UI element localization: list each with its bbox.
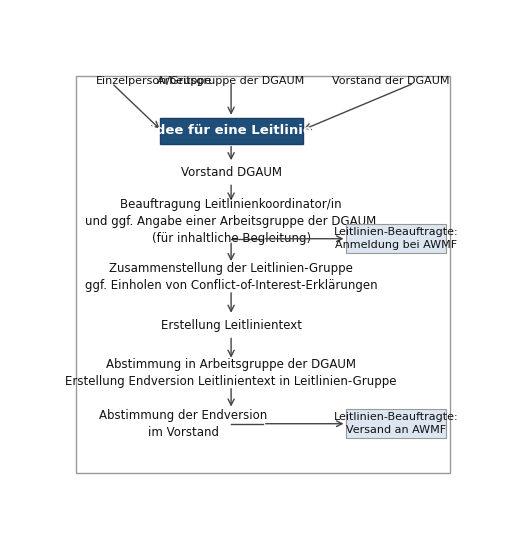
FancyBboxPatch shape: [346, 224, 446, 253]
Text: Vorstand der DGAUM: Vorstand der DGAUM: [332, 76, 450, 86]
Text: Leitlinien-Beauftragte:
Versand an AWMF: Leitlinien-Beauftragte: Versand an AWMF: [334, 412, 459, 435]
FancyBboxPatch shape: [160, 117, 303, 144]
Text: Abstimmung in Arbeitsgruppe der DGAUM
Erstellung Endversion Leitlinientext in Le: Abstimmung in Arbeitsgruppe der DGAUM Er…: [65, 358, 397, 388]
Text: Beauftragung Leitlinienkoordinator/in
und ggf. Angabe einer Arbeitsgruppe der DG: Beauftragung Leitlinienkoordinator/in un…: [86, 198, 377, 245]
Text: Leitlinien-Beauftragte:
Anmeldung bei AWMF: Leitlinien-Beauftragte: Anmeldung bei AW…: [334, 227, 459, 250]
Text: Einzelperson/Gruppe: Einzelperson/Gruppe: [96, 76, 212, 86]
Text: Arbeitsgruppe der DGAUM: Arbeitsgruppe der DGAUM: [157, 76, 305, 86]
Text: Idee für eine Leitlinie: Idee für eine Leitlinie: [151, 124, 311, 137]
Text: Vorstand DGAUM: Vorstand DGAUM: [181, 166, 282, 179]
FancyBboxPatch shape: [346, 410, 446, 438]
Text: Zusammenstellung der Leitlinien-Gruppe
ggf. Einholen von Conflict-of-Interest-Er: Zusammenstellung der Leitlinien-Gruppe g…: [85, 262, 378, 292]
Text: Abstimmung der Endversion
im Vorstand: Abstimmung der Endversion im Vorstand: [100, 409, 267, 439]
Text: Erstellung Leitlinientext: Erstellung Leitlinientext: [161, 319, 302, 332]
